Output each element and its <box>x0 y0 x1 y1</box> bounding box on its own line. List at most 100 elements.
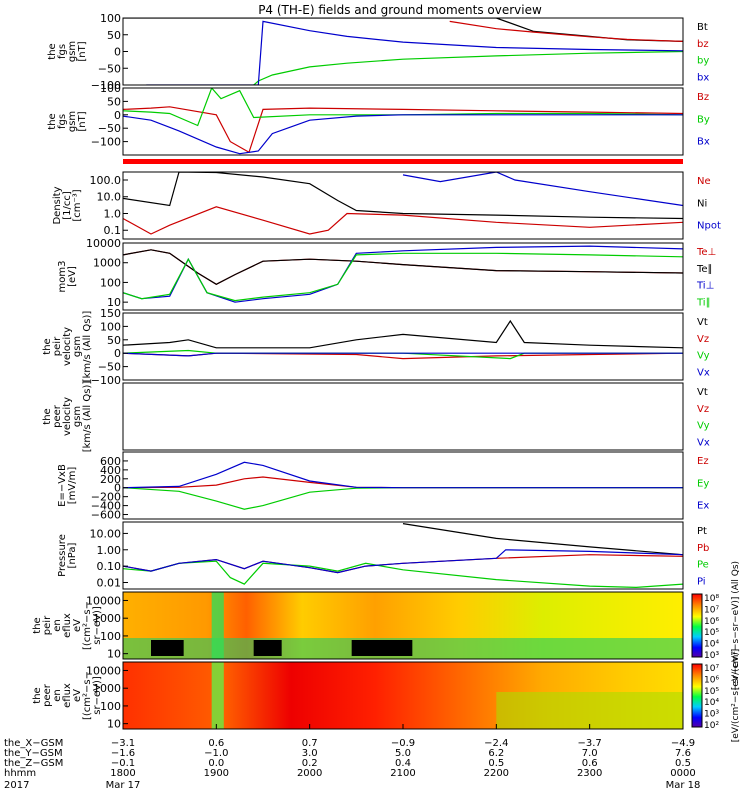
legend-Vy: Vy <box>697 421 710 432</box>
panel-frame <box>122 312 684 381</box>
series-Pi <box>123 549 683 574</box>
x-row-value: 0.0 <box>208 758 224 769</box>
y-tick-label: −200 <box>91 491 121 504</box>
colorbar-tick-label: 10³ <box>704 710 719 720</box>
panel-frame <box>122 591 684 660</box>
x-row-value: 7.6 <box>675 748 691 759</box>
y-axis-label: E=−VxB <box>57 464 68 507</box>
y-tick-label: 400 <box>100 464 121 477</box>
panel-frame <box>122 242 684 311</box>
legend-Ne: Ne <box>697 176 711 187</box>
heatmap-void <box>253 640 282 656</box>
legend-Vz: Vz <box>697 334 709 345</box>
panel-frame <box>122 382 684 451</box>
legend-Pe: Pe <box>697 560 709 571</box>
y-axis-label: [1/cc] <box>62 191 73 220</box>
legend-Pb: Pb <box>697 543 709 554</box>
x-row-value: 5.0 <box>395 748 411 759</box>
legend-Bt: Bt <box>697 22 708 33</box>
y-axis-label: mom3 <box>57 261 68 293</box>
y-axis-label: eV <box>72 689 83 702</box>
panel-9: 10000 1000 100 10 the peir en eflux eV [(cm²−s− sr… <box>32 561 741 690</box>
x-row-label: the_Z−GSM <box>4 758 63 769</box>
legend-Ni: Ni <box>697 198 707 209</box>
y-tick-label: −600 <box>91 509 121 522</box>
x-row-value: 2200 <box>484 768 509 779</box>
series-Bz <box>123 106 683 154</box>
y-tick-label: −100 <box>91 79 121 92</box>
y-axis-label: [mV/m] <box>67 467 78 505</box>
y-tick-label: 10000 <box>86 594 121 607</box>
series-Ne <box>123 206 683 235</box>
legend-Vz: Vz <box>697 404 709 415</box>
legend-Te⊥: Te⊥ <box>696 247 716 258</box>
y-axis-label: gsm <box>67 111 78 132</box>
y-tick-label: 200 <box>100 473 121 486</box>
legend-Ez: Ez <box>697 456 709 467</box>
panel-3: 100.0 10.0 1.0 0.1 Density [1/cc] [cm⁻³] Ne Ni Np… <box>52 171 721 240</box>
y-axis-label: eflux <box>62 683 73 708</box>
colorbar-tick-label: 10⁷ <box>704 605 719 615</box>
y-tick-label: 0 <box>114 347 121 360</box>
legend-bz: bz <box>697 39 709 50</box>
series-By <box>123 88 683 127</box>
y-tick-label: 600 <box>100 455 121 468</box>
x-row-label: hhmm <box>4 768 36 779</box>
series-by <box>253 50 683 85</box>
y-tick-label: 10000 <box>86 237 121 250</box>
colorbar-tick-label: 10⁸ <box>704 594 719 604</box>
y-tick-label: 1000 <box>93 612 121 625</box>
y-axis-label: [cm⁻³] <box>72 189 83 221</box>
y-axis-label: [nT] <box>77 41 88 61</box>
x-row-value: −3.1 <box>111 738 135 749</box>
colorbar-label: [eV/(cm²−s−sr−eV)] <box>731 649 741 743</box>
y-axis-label: [km/s (All Qs)] <box>82 381 93 453</box>
y-axis-label: velocity <box>62 327 73 366</box>
legend-Vt: Vt <box>697 317 708 328</box>
panel-1: 100 50 0 −50 −100 the fgs gsm [nT] Bt bz by bx <box>47 12 709 92</box>
x-date-start: Mar 17 <box>106 780 141 791</box>
y-axis-label: en <box>52 619 63 632</box>
y-tick-label: 100 <box>100 82 121 95</box>
colorbar-tick-label: 10⁵ <box>704 628 719 638</box>
legend-Ti⊥: Ti⊥ <box>696 281 714 292</box>
x-row-value: −0.1 <box>111 758 135 769</box>
y-axis-label: peer <box>52 404 63 428</box>
series-Ni <box>123 172 683 220</box>
y-tick-label: 100 <box>100 700 121 713</box>
y-tick-label: 100 <box>100 320 121 333</box>
plot-title: P4 (TH-E) fields and ground moments over… <box>258 3 542 17</box>
colorbar-tick-label: 10³ <box>704 651 719 661</box>
y-axis-label: [km/s (All Qs)] <box>82 311 93 383</box>
colorbar-tick-label: 10⁶ <box>704 617 719 627</box>
y-tick-label: 10000 <box>86 664 121 677</box>
y-tick-label: 1.00 <box>97 544 122 557</box>
y-tick-label: 10.0 <box>97 191 122 204</box>
series-Te∥ <box>123 249 683 285</box>
x-row-value: 0.5 <box>675 758 691 769</box>
y-tick-label: 10 <box>107 296 121 309</box>
x-row-value: 0.4 <box>395 758 411 769</box>
y-axis-label: gsm <box>67 41 78 62</box>
legend-By: By <box>697 114 710 125</box>
legend-Vt: Vt <box>697 387 708 398</box>
y-tick-label: 1.0 <box>104 207 122 220</box>
y-tick-label: 10 <box>107 648 121 661</box>
y-tick-label: 0.01 <box>97 576 122 589</box>
x-row-value: 3.0 <box>302 748 318 759</box>
x-row-value: −4.9 <box>671 738 695 749</box>
heatmap-void <box>351 640 413 656</box>
legend-Te∥: Te∥ <box>696 264 713 275</box>
legend-by: by <box>697 56 709 67</box>
legend-Ey: Ey <box>697 478 709 489</box>
x-row-value: 2300 <box>577 768 602 779</box>
colorbar <box>691 593 703 658</box>
x-row-value: 1900 <box>204 768 229 779</box>
y-axis-label: peir <box>42 615 53 635</box>
heatmap-stripe <box>211 592 224 659</box>
series-Ti⊥ <box>123 245 683 303</box>
legend-bx: bx <box>697 72 709 83</box>
y-tick-label: −50 <box>98 361 121 374</box>
panel-frame <box>122 87 684 156</box>
x-row-value: 0000 <box>670 768 695 779</box>
